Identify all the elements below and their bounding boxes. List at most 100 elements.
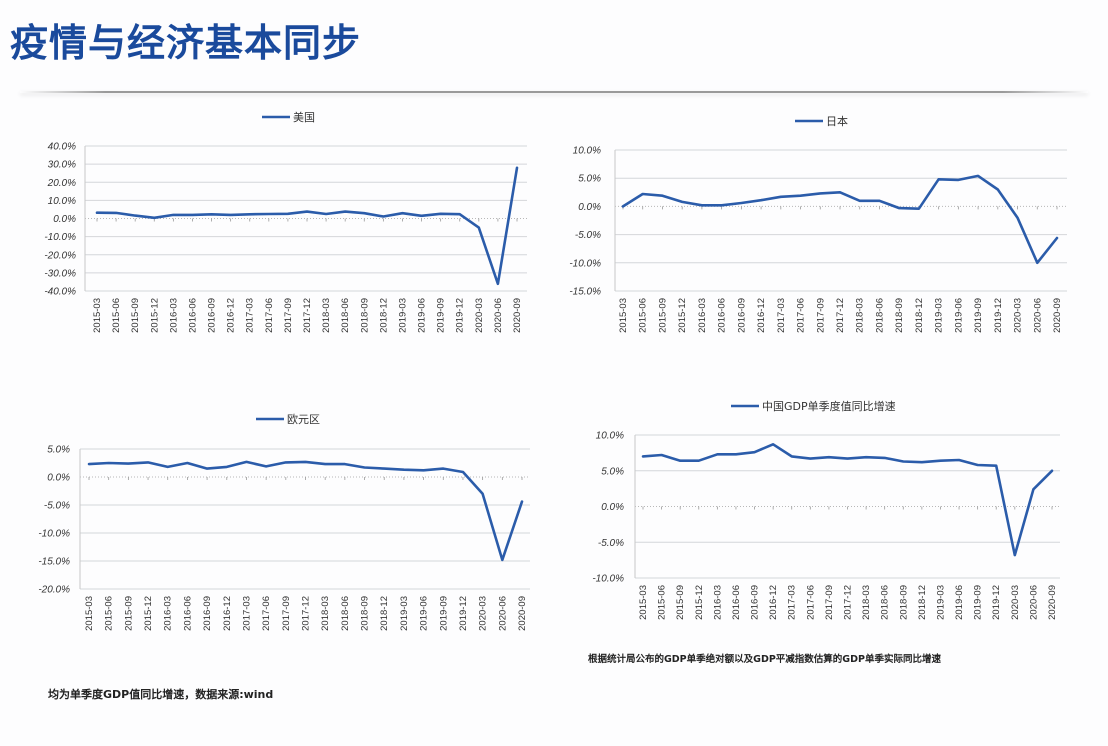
footnote-right: 根据统计局公布的GDP单季绝对额以及GDP平减指数估算的GDP单季实际同比增速: [588, 654, 941, 665]
x-tick-label: 2020-06: [1028, 585, 1039, 620]
x-tick-label: 2019-03: [934, 298, 945, 333]
x-tick-label: 2018-09: [898, 585, 909, 620]
y-tick-label: -10.0%: [44, 232, 76, 243]
x-tick-label: 2016-03: [697, 298, 708, 333]
x-tick-label: 2017-03: [776, 298, 787, 333]
x-tick-label: 2019-06: [954, 585, 965, 620]
y-tick-label: -5.0%: [575, 230, 601, 241]
x-tick-label: 2015-03: [638, 585, 649, 620]
x-tick-label: 2017-03: [245, 298, 256, 333]
series-line-china: [641, 442, 1054, 557]
series-line-eurozone: [87, 460, 524, 562]
y-tick-label: 40.0%: [48, 142, 76, 153]
x-tick-label: 2017-12: [835, 298, 846, 333]
x-tick-label: 2016-09: [736, 298, 747, 333]
title-divider: [20, 91, 1088, 93]
x-tick-label: 2018-12: [378, 298, 389, 333]
y-tick-label: -5.0%: [44, 501, 70, 512]
x-tick-label: 2015-12: [694, 585, 705, 620]
x-tick-label: 2018-03: [320, 596, 331, 631]
x-tick-label: 2017-06: [796, 298, 807, 333]
x-tick-label: 2020-03: [1010, 585, 1021, 620]
y-tick-label: 0.0%: [578, 202, 601, 213]
x-tick-label: 2017-09: [283, 298, 294, 333]
x-tick-label: 2019-12: [458, 596, 469, 631]
x-tick-label: 2019-12: [991, 585, 1002, 620]
x-tick-label: 2018-03: [855, 298, 866, 333]
y-tick-label: 5.0%: [47, 445, 70, 456]
x-tick-label: 2019-09: [436, 298, 447, 333]
legend-label: 中国GDP单季度值同比增速: [762, 399, 896, 413]
y-tick-label: 10.0%: [573, 146, 601, 157]
x-tick-label: 2015-03: [84, 596, 95, 631]
x-tick-label: 2020-06: [497, 596, 508, 631]
x-tick-label: 2015-09: [675, 585, 686, 620]
x-tick-label: 2020-09: [517, 596, 528, 631]
x-tick-label: 2018-12: [379, 596, 390, 631]
y-tick-label: 0.0%: [47, 473, 70, 484]
x-tick-label: 2018-06: [340, 596, 351, 631]
y-tick-label: -10.0%: [592, 574, 624, 585]
x-tick-label: 2017-12: [302, 298, 313, 333]
x-tick-label: 2019-09: [973, 298, 984, 333]
x-tick-label: 2018-03: [321, 298, 332, 333]
y-tick-label: 0.0%: [53, 214, 76, 225]
x-tick-label: 2018-12: [914, 298, 925, 333]
x-tick-label: 2015-06: [104, 596, 115, 631]
y-tick-label: -30.0%: [44, 268, 76, 279]
x-tick-label: 2015-12: [677, 298, 688, 333]
x-tick-label: 2019-09: [438, 596, 449, 631]
x-tick-label: 2016-06: [187, 298, 198, 333]
x-tick-label: 2016-09: [750, 585, 761, 620]
y-tick-label: -20.0%: [44, 250, 76, 261]
y-tick-label: 0.0%: [601, 502, 624, 513]
x-tick-label: 2017-12: [843, 585, 854, 620]
chart-china: 中国GDP单季度值同比增速 10.0% 5.0% 0.0% -5.0% -10.0% 201…: [592, 399, 1060, 620]
x-tick-label: 2016-06: [717, 298, 728, 333]
y-tick-label: -20.0%: [38, 585, 70, 596]
series-line-us: [95, 166, 519, 286]
y-tick-label: 10.0%: [596, 431, 624, 442]
x-tick-label: 2015-12: [143, 596, 154, 631]
x-tick-label: 2018-09: [894, 298, 905, 333]
x-tick-label: 2018-06: [874, 298, 885, 333]
x-tick-label: 2015-06: [111, 298, 122, 333]
y-tick-label: 10.0%: [48, 196, 76, 207]
x-tick-label: 2018-12: [917, 585, 928, 620]
x-tick-label: 2020-09: [512, 298, 523, 333]
x-tick-label: 2020-09: [1047, 585, 1058, 620]
y-tick-label: -5.0%: [598, 538, 624, 549]
legend-label: 日本: [826, 114, 848, 128]
x-tick-label: 2019-09: [973, 585, 984, 620]
x-tick-label: 2017-09: [824, 585, 835, 620]
x-tick-label: 2019-12: [993, 298, 1004, 333]
x-tick-label: 2015-06: [638, 298, 649, 333]
chart-japan: 日本 10.0% 5.0% 0.0% -5.0% -10.0% -15.0% 2015-03 2…: [569, 114, 1067, 333]
y-tick-label: -40.0%: [44, 287, 76, 298]
x-tick-label: 2016-12: [222, 596, 233, 631]
x-tick-label: 2019-06: [417, 298, 428, 333]
y-tick-label: 20.0%: [47, 178, 76, 189]
x-tick-label: 2018-06: [340, 298, 351, 333]
x-tick-label: 2015-09: [123, 596, 134, 631]
x-tick-label: 2017-06: [261, 596, 272, 631]
y-tick-label: -10.0%: [569, 258, 601, 269]
x-tick-label: 2016-03: [163, 596, 174, 631]
x-tick-label: 2015-12: [149, 298, 160, 333]
chart-us: 美国 40.0% 30.0% 20.0% 10.0% 0.0% -10.0% -20.0% -3…: [44, 111, 527, 333]
y-tick-label: 5.0%: [601, 466, 624, 477]
x-tick-label: 2020-09: [1052, 298, 1063, 333]
x-tick-label: 2020-03: [1013, 298, 1024, 333]
x-tick-label: 2019-03: [935, 585, 946, 620]
x-tick-label: 2016-12: [756, 298, 767, 333]
x-tick-label: 2015-03: [92, 298, 103, 333]
x-tick-label: 2017-03: [241, 596, 252, 631]
x-tick-label: 2016-09: [207, 298, 218, 333]
footnote-left: 均为单季度GDP值同比增速，数据来源:wind: [48, 688, 274, 701]
x-tick-label: 2020-03: [474, 298, 485, 333]
x-tick-label: 2020-06: [1032, 298, 1043, 333]
x-tick-label: 2019-06: [953, 298, 964, 333]
x-tick-label: 2019-06: [419, 596, 430, 631]
x-tick-label: 2016-12: [768, 585, 779, 620]
y-tick-label: 5.0%: [578, 174, 601, 185]
